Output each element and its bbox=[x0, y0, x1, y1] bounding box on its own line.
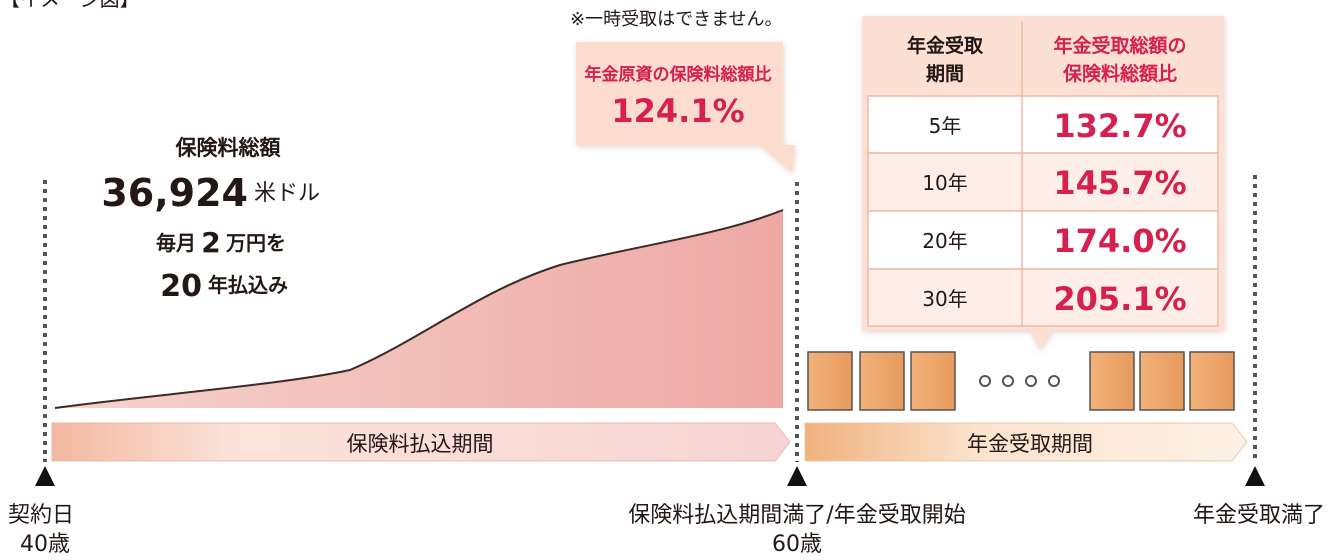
years-value: 20 bbox=[160, 269, 202, 304]
table-header: 年金受取総額の bbox=[1053, 34, 1186, 57]
table-header: 保険料総額比 bbox=[1062, 62, 1177, 85]
table-period: 10年 bbox=[922, 171, 967, 195]
pension-label: 年金受取期間 bbox=[967, 432, 1093, 456]
milestone-label: 年金受取満了 bbox=[1193, 503, 1325, 528]
table-period: 5年 bbox=[929, 114, 962, 138]
monthly-amount: 2 bbox=[201, 226, 220, 259]
premium-amount: 36,924 bbox=[101, 171, 248, 215]
milestone-age: 60歳 bbox=[772, 532, 822, 556]
triangles bbox=[35, 466, 1265, 486]
title: 【イメージ図】 bbox=[0, 0, 140, 11]
years-suffix: 年払込み bbox=[208, 273, 288, 297]
pension-boxes bbox=[808, 352, 1234, 410]
table-period: 20年 bbox=[922, 229, 967, 253]
payment-label: 保険料払込期間 bbox=[347, 432, 494, 456]
table-header: 年金受取 bbox=[907, 34, 984, 57]
table-ratio: 174.0% bbox=[1053, 222, 1186, 260]
monthly-suffix: 万円を bbox=[225, 231, 286, 255]
note: ※一時受取はできません。 bbox=[570, 9, 783, 30]
ellipsis-dots bbox=[980, 376, 1059, 386]
monthly-prefix: 毎月 bbox=[156, 231, 196, 255]
milestone-label: 保険料払込期間満了/年金受取開始 bbox=[628, 503, 965, 528]
table-ratio: 205.1% bbox=[1053, 280, 1186, 318]
milestone-age: 40歳 bbox=[20, 532, 70, 556]
callout-value: 124.1% bbox=[611, 92, 744, 130]
table-header: 期間 bbox=[926, 63, 964, 85]
diagram: 【イメージ図】 保険料払込期間 年金受取期間 ※一時受取はできません。 年金原資… bbox=[0, 0, 1328, 556]
milestone-label: 契約日 bbox=[8, 503, 74, 528]
premium-label: 保険料総額 bbox=[175, 136, 282, 160]
table-period: 30年 bbox=[922, 287, 967, 311]
callout-label: 年金原資の保険料総額比 bbox=[585, 64, 772, 85]
premium-unit: 米ドル bbox=[254, 181, 320, 206]
table-ratio: 145.7% bbox=[1053, 164, 1186, 202]
table-ratio: 132.7% bbox=[1053, 107, 1186, 145]
